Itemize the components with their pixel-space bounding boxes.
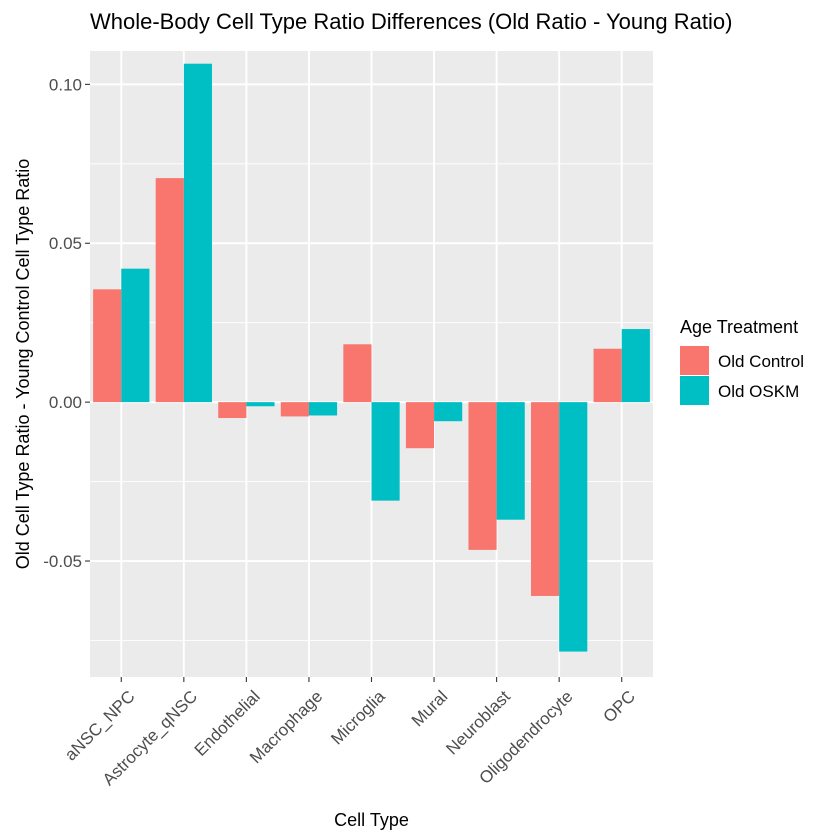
bar-old-control-opc [593,348,622,403]
y-tick-label: -0.05 [43,552,82,571]
x-tick-label: Microglia [327,687,389,749]
y-axis-title: Old Cell Type Ratio - Young Control Cell… [13,159,33,570]
bar-old-control-endothelial [218,402,247,419]
legend-label: Old Control [718,352,804,371]
x-axis-title: Cell Type [334,810,409,830]
x-tick-label: Mural [408,687,451,730]
bars [93,63,650,652]
bar-old-control-neuroblast [468,402,497,550]
legend-key-old-control [680,346,709,375]
x-axis: aNSC_NPCAstrocyte_qNSCEndothelialMacroph… [61,677,639,789]
legend-key-old-oskm [680,376,709,405]
y-tick-label: 0.05 [49,234,82,253]
bar-old-oskm-mural [434,402,463,422]
y-tick-label: 0.00 [49,393,82,412]
plot-area [90,51,653,677]
bar-old-oskm-neuroblast [496,402,525,520]
bar-old-control-astrocyte-qnsc [155,178,184,403]
legend-label: Old OSKM [718,382,799,401]
bar-old-oskm-microglia [371,402,400,501]
legend: Age Treatment Old Control Old OSKM [680,317,804,405]
bar-old-control-ansc-npc [93,289,122,403]
bar-old-oskm-astrocyte-qnsc [183,63,212,403]
bar-old-oskm-ansc-npc [121,268,150,403]
y-axis: -0.05 0.00 0.05 0.10 [43,75,90,571]
legend-title: Age Treatment [680,317,798,337]
bar-old-control-microglia [343,344,372,403]
x-tick-label: OPC [600,687,639,726]
bar-old-control-oligodendrocyte [531,402,560,596]
y-tick-label: 0.10 [49,75,82,94]
chart-title: Whole-Body Cell Type Ratio Differences (… [90,9,732,34]
bar-old-oskm-opc [621,329,650,403]
bar-old-control-macrophage [280,402,309,417]
bar-old-oskm-oligodendrocyte [559,402,588,652]
bar-old-oskm-endothelial [246,402,275,407]
bar-old-control-mural [405,402,435,449]
bar-old-oskm-macrophage [308,402,338,416]
